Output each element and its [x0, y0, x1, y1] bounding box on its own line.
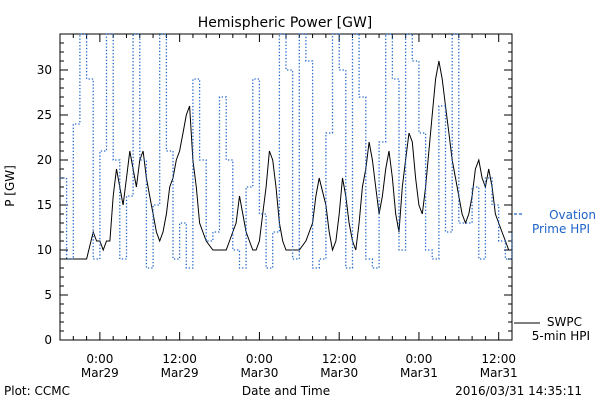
x-tick-date-label: Mar30: [240, 366, 278, 380]
y-tick-label: 30: [37, 63, 52, 77]
y-axis-label: P [GW]: [3, 165, 17, 207]
x-tick-time-label: 12:00: [322, 352, 357, 366]
y-tick-label: 10: [37, 243, 52, 257]
y-tick-label: 25: [37, 108, 52, 122]
chart-title: Hemispheric Power [GW]: [198, 15, 373, 31]
x-tick-time-label: 0:00: [246, 352, 273, 366]
legend-label-ovation-line2: Prime HPI: [532, 222, 590, 236]
x-tick-date-label: Mar31: [480, 366, 518, 380]
y-tick-label: 20: [37, 153, 52, 167]
plot-frame: [59, 33, 513, 341]
x-tick-time-label: 12:00: [162, 352, 197, 366]
legend-label-ovation-line1: Ovation: [549, 208, 596, 222]
series-line-ovation: [60, 33, 513, 269]
series-line-swpc: [60, 60, 510, 260]
x-tick-time-label: 0:00: [405, 352, 432, 366]
plot-timestamp: 2016/03/31 14:35:11: [455, 384, 582, 398]
x-tick-date-label: Mar29: [161, 366, 199, 380]
legend-label-swpc-line2: 5-min HPI: [532, 329, 590, 343]
x-tick-time-label: 0:00: [86, 352, 113, 366]
x-tick-date-label: Mar29: [81, 366, 119, 380]
x-tick-date-label: Mar31: [400, 366, 438, 380]
x-axis-label: Date and Time: [242, 384, 330, 398]
x-tick-date-label: Mar30: [320, 366, 358, 380]
y-tick-label: 0: [44, 333, 52, 347]
legend-label-swpc-line1: SWPC: [547, 315, 582, 329]
y-tick-label: 15: [37, 198, 52, 212]
plot-credit: Plot: CCMC: [4, 384, 70, 398]
x-tick-time-label: 12:00: [481, 352, 516, 366]
y-tick-label: 5: [44, 288, 52, 302]
